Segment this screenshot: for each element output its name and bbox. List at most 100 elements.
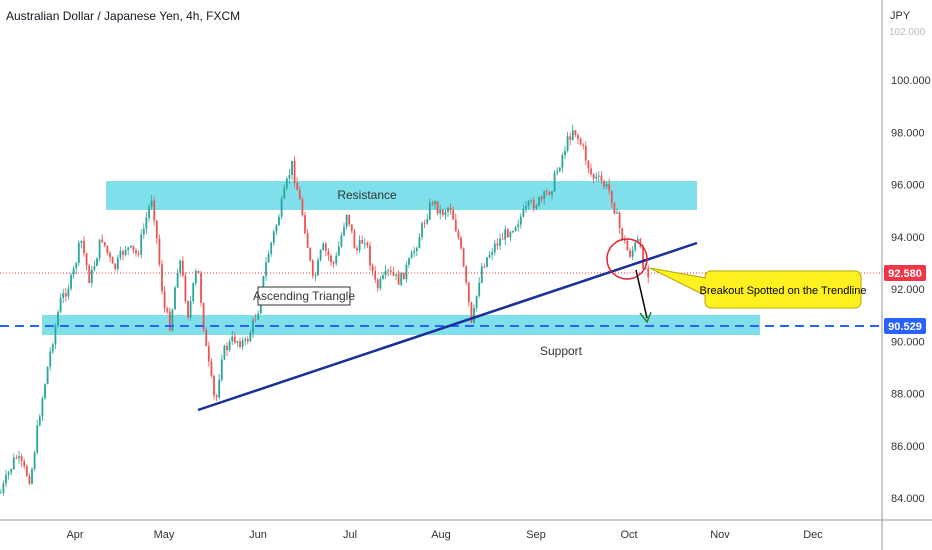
candle-body (70, 274, 72, 289)
candle-body (122, 251, 124, 255)
callout-seam (704, 279, 707, 295)
candle-body (158, 238, 161, 265)
candle-body (213, 375, 215, 396)
candle-body (410, 252, 413, 259)
candle-body (311, 260, 314, 276)
candle-body (5, 474, 7, 484)
candle-body (376, 279, 379, 289)
candle-body (181, 260, 184, 276)
candle-body (486, 257, 488, 267)
candle-body (57, 312, 59, 326)
last-price-tag-text: 92.580 (888, 268, 922, 280)
price-tick-label: 98.000 (891, 127, 925, 139)
candle-body (12, 457, 15, 470)
candle-body (369, 245, 371, 266)
breakout-circle[interactable] (606, 238, 648, 280)
candle-body (356, 248, 358, 251)
candle-body (374, 271, 377, 280)
candle-body (322, 243, 325, 251)
candle-body (200, 273, 202, 303)
candle-body (46, 366, 49, 385)
support-price-tag-text: 90.529 (888, 321, 922, 333)
candle-body (283, 188, 286, 199)
candle-body (584, 145, 587, 161)
candle-body (558, 167, 561, 172)
candle-body (85, 253, 88, 266)
candle-body (488, 254, 491, 258)
candle-body (561, 155, 564, 168)
candle-body (595, 176, 598, 179)
candle-body (171, 309, 174, 331)
plot-area[interactable] (0, 0, 882, 520)
price-tick-label: 84.000 (891, 493, 925, 505)
candle-body (127, 247, 130, 250)
candle-body (475, 295, 478, 308)
candle-body (103, 242, 106, 246)
candle-body (64, 293, 67, 297)
candle-body (109, 252, 111, 258)
candle-body (205, 329, 208, 347)
candle-body (629, 250, 631, 257)
candle-body (59, 298, 62, 313)
candle-body (28, 475, 31, 484)
candle-body (327, 251, 330, 256)
candle-body (574, 130, 577, 136)
ascending-trendline[interactable] (197, 241, 698, 412)
candle-body (155, 220, 158, 239)
price-tick-label: 88.000 (891, 389, 925, 401)
candle-body (270, 242, 273, 254)
candle-body (41, 398, 44, 417)
candle-body (642, 246, 644, 269)
candle-body (608, 184, 611, 191)
candle-body (51, 344, 54, 352)
candle-body (114, 263, 117, 269)
candle-body (246, 339, 249, 342)
candle-body (525, 205, 527, 209)
time-tick-label: Apr (66, 529, 83, 541)
candle-body (96, 258, 98, 266)
candle-body (361, 239, 364, 244)
candle-body (10, 469, 13, 473)
candle-body (259, 298, 262, 314)
pattern-label: Ascending Triangle (253, 289, 355, 303)
candle-body (324, 243, 327, 252)
candle-body (535, 205, 538, 209)
candle-body (231, 336, 234, 342)
candle-body (512, 231, 514, 233)
candle-body (244, 339, 247, 341)
candle-body (428, 202, 431, 220)
candle-body (20, 456, 23, 462)
candle-body (579, 138, 582, 145)
candle-body (473, 307, 475, 323)
candle-body (395, 274, 397, 276)
candle-body (384, 270, 387, 276)
candle-body (153, 200, 156, 221)
candle-body (519, 216, 522, 225)
candle-body (15, 457, 18, 459)
candle-body (634, 242, 637, 251)
candle-body (439, 209, 442, 214)
candle-body (166, 308, 169, 312)
candle-body (639, 239, 642, 247)
candle-body (83, 240, 85, 254)
candle-body (506, 229, 509, 238)
candle-body (626, 240, 629, 251)
callout-text: Breakout Spotted on the Trendline (700, 285, 867, 297)
candle-body (421, 223, 423, 238)
candle-body (478, 282, 481, 296)
candle-body (267, 253, 270, 263)
candle-body (465, 266, 468, 283)
resistance-label: Resistance (337, 188, 397, 202)
candle-body (161, 264, 163, 292)
candle-body (493, 243, 496, 253)
time-tick-label: Oct (620, 529, 637, 541)
last-price-tag (884, 265, 926, 281)
candle-body (460, 237, 462, 249)
candle-body (436, 201, 439, 214)
pattern-label-box[interactable] (257, 286, 351, 306)
candle-body (389, 270, 392, 272)
candle-body (101, 239, 104, 243)
price-tick-label: 96.000 (891, 180, 925, 192)
time-tick-label: Sep (526, 529, 546, 541)
